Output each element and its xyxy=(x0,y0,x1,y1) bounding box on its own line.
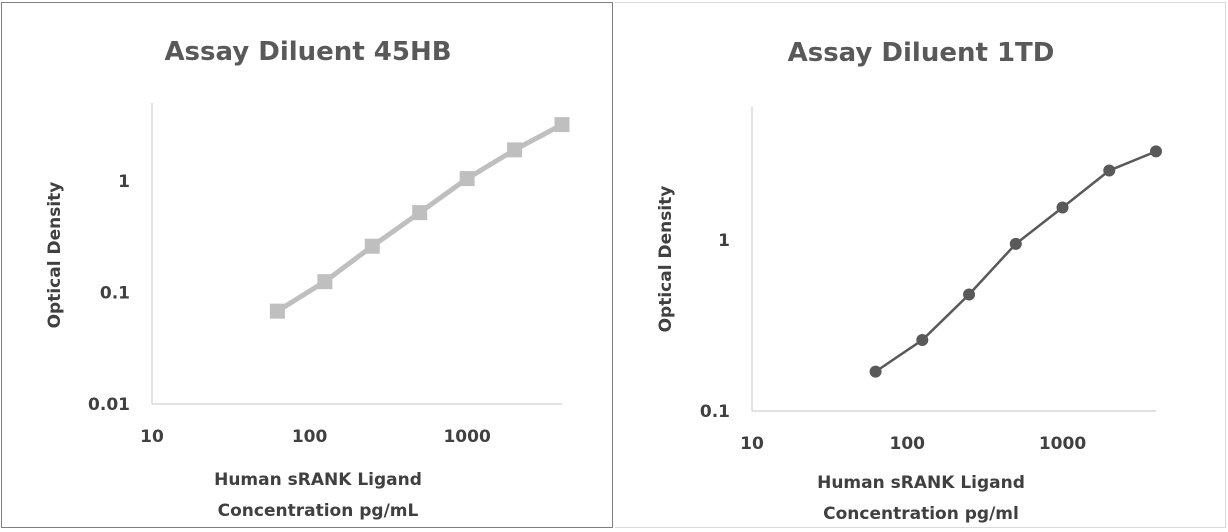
data-point xyxy=(269,303,285,319)
data-point xyxy=(459,171,475,187)
y-tick-label: 0.1 xyxy=(100,283,130,303)
x-tick-label: 1000 xyxy=(443,427,490,447)
chart-panel-assay-diluent-1td: Assay Diluent 1TD 0.1 1 10 100 1000 Optical De… xyxy=(615,2,1226,528)
x-axis-label-line1: Human sRANK Ligand xyxy=(817,473,1025,493)
y-tick-label: 0.1 xyxy=(700,402,730,422)
data-point xyxy=(554,117,570,133)
data-point xyxy=(916,334,929,347)
data-point xyxy=(1103,164,1116,177)
data-point xyxy=(1009,237,1022,250)
data-point xyxy=(963,288,976,301)
chart-title: Assay Diluent 45HB xyxy=(164,37,451,67)
x-axis-label-line2: Concentration pg/ml xyxy=(823,504,1019,524)
x-axis-label-line2: Concentration pg/mL xyxy=(218,501,419,521)
x-tick-label: 100 xyxy=(890,434,926,454)
data-point xyxy=(1056,201,1069,214)
x-tick-label: 100 xyxy=(292,427,328,447)
y-tick-label: 1 xyxy=(118,172,130,192)
y-tick-label: 1 xyxy=(718,231,730,251)
chart-1td: Assay Diluent 1TD 0.1 1 10 100 1000 Optical De… xyxy=(656,38,1162,524)
data-point xyxy=(1150,145,1162,158)
data-point xyxy=(507,142,523,158)
x-tick-label: 1000 xyxy=(1039,434,1086,454)
y-tick-label: 0.01 xyxy=(88,395,130,415)
x-axis-label-line1: Human sRANK Ligand xyxy=(214,470,422,490)
data-point xyxy=(364,238,380,254)
chart-panel-assay-diluent-45hb: Assay Diluent 45HB 0.01 0.1 1 10 100 1000 Optic… xyxy=(1,2,613,528)
data-point xyxy=(317,274,333,290)
data-point xyxy=(869,365,882,378)
y-axis-label: Optical Density xyxy=(45,182,65,329)
chart-title: Assay Diluent 1TD xyxy=(788,38,1055,68)
data-point xyxy=(412,205,428,221)
x-tick-label: 10 xyxy=(740,434,764,454)
y-axis-label: Optical Density xyxy=(656,186,676,333)
x-tick-label: 10 xyxy=(140,427,164,447)
chart-45hb: Assay Diluent 45HB 0.01 0.1 1 10 100 1000 Optic… xyxy=(45,37,570,521)
